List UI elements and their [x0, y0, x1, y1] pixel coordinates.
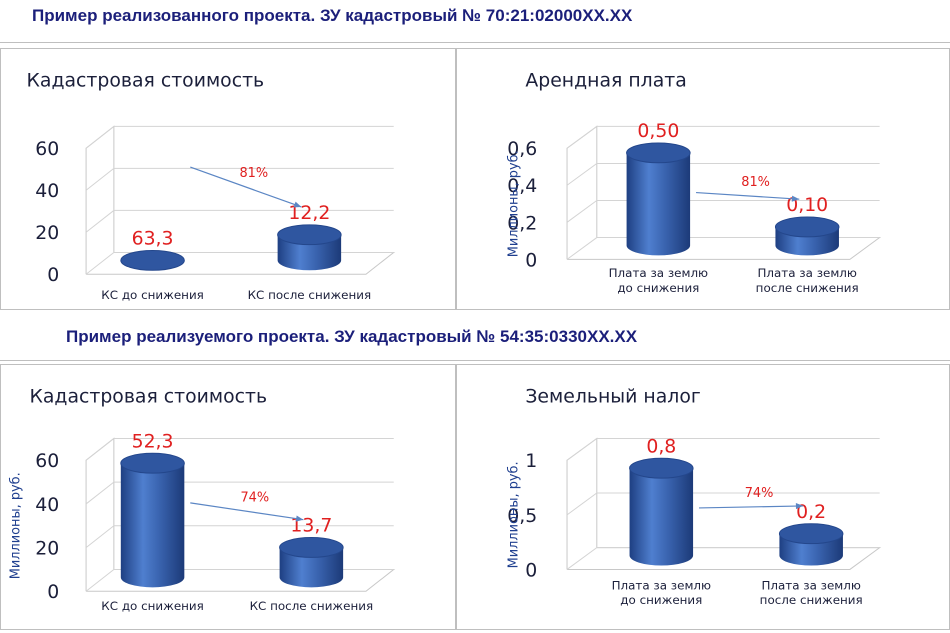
category-label: КС после снижения	[248, 288, 372, 302]
bar	[629, 468, 694, 566]
chart-land-tax: Земельный налог 0 0,5 1 Миллионы, руб. 0,8 0,2…	[506, 387, 882, 607]
y-tick-label: 0,6	[507, 139, 537, 160]
gridline	[566, 162, 880, 186]
bar-top	[277, 224, 342, 246]
chart-title: Кадастровая стоимость	[30, 387, 268, 408]
reduction-percent: 74%	[240, 490, 269, 505]
chart-panel-rent: Арендная плата 0 0,2 0,4 0,6 Миллионы, руб. 0,…	[456, 48, 950, 310]
data-label: 0,2	[796, 502, 826, 523]
bar-top	[778, 523, 844, 545]
y-tick-label: 60	[35, 139, 59, 160]
data-label: 0,8	[646, 436, 676, 457]
bar	[626, 152, 691, 256]
reduction-arrowhead	[295, 515, 304, 522]
data-label: 63,3	[132, 228, 174, 249]
chart-panel-land-tax: Земельный налог 0 0,5 1 Миллионы, руб. 0,8 0,2…	[456, 364, 950, 630]
chart-title: Кадастровая стоимость	[27, 71, 265, 92]
chart-cadastral-1: Кадастровая стоимость 0 20 40 60 63,3 12,2 КС д…	[27, 71, 396, 302]
reduction-arrowhead	[795, 502, 804, 510]
bar-top	[626, 142, 691, 164]
y-tick-label: 20	[35, 539, 59, 560]
heading-ongoing-project: Пример реализуемого проекта. ЗУ кадастро…	[66, 327, 638, 346]
y-tick-label: 0,5	[507, 506, 537, 527]
category-label: Плата за землю после снижения	[756, 266, 859, 295]
chart-side-wall	[85, 125, 115, 275]
category-label: КС после снижения	[250, 599, 374, 613]
chart-panel-cadastral-2: Кадастровая стоимость 0 20 40 60 Миллионы, ру…	[0, 364, 456, 630]
y-axis-label: Миллионы, руб.	[506, 461, 521, 568]
y-tick-label: 20	[35, 223, 59, 244]
bar-top	[774, 216, 840, 238]
bar-top	[629, 457, 694, 479]
chart-title: Арендная плата	[525, 71, 686, 92]
gridline	[566, 200, 880, 223]
gridline	[85, 125, 394, 149]
y-tick-label: 0	[47, 582, 59, 603]
gridline	[566, 492, 880, 516]
y-tick-label: 40	[35, 495, 59, 516]
data-label: 13,7	[290, 516, 332, 537]
category-label: КС до снижения	[101, 599, 204, 613]
chart-side-wall	[566, 125, 598, 260]
chart-panel-cadastral-1: Кадастровая стоимость 0 20 40 60 63,3 12,2 КС д…	[0, 48, 456, 310]
reduction-arrow	[190, 502, 304, 521]
y-tick-label: 0	[47, 265, 59, 286]
bar	[120, 463, 185, 588]
heading-realized-project: Пример реализованного проекта. ЗУ кадаст…	[32, 6, 633, 25]
reduction-arrow	[190, 166, 302, 208]
reduction-percent: 74%	[745, 486, 774, 501]
middle-separator	[0, 360, 950, 361]
category-label: КС до снижения	[101, 288, 204, 302]
gridline	[566, 437, 880, 461]
y-tick-label: 0,2	[507, 213, 537, 234]
reduction-percent: 81%	[741, 175, 770, 190]
reduction-percent: 81%	[239, 166, 268, 181]
y-tick-label: 0,4	[507, 176, 537, 197]
chart-cadastral-2: Кадастровая стоимость 0 20 40 60 Миллионы, ру…	[9, 387, 396, 613]
reduction-arrowhead	[791, 195, 800, 202]
bar-top	[279, 537, 344, 558]
category-label: Плата за землю до снижения	[612, 578, 711, 607]
chart-side-wall	[85, 437, 115, 592]
y-tick-label: 40	[35, 181, 59, 202]
data-label: 12,2	[288, 203, 330, 224]
y-tick-label: 60	[35, 451, 59, 472]
gridline	[85, 167, 394, 191]
y-axis-label: Миллионы, руб.	[9, 472, 24, 579]
category-label: Плата за землю до снижения	[609, 266, 708, 295]
bar-top	[120, 249, 185, 271]
gridline	[85, 437, 394, 461]
gridline	[566, 125, 880, 149]
bar	[279, 547, 344, 588]
gridline	[85, 525, 394, 549]
gridline	[85, 481, 394, 505]
reduction-arrow	[696, 191, 800, 200]
data-label: 0,10	[786, 195, 828, 216]
y-tick-label: 0	[525, 250, 537, 271]
chart-title: Земельный налог	[525, 387, 700, 408]
data-label: 0,50	[637, 121, 679, 142]
category-label: Плата за землю после снижения	[760, 578, 863, 607]
y-tick-label: 0	[525, 560, 537, 581]
y-axis-label: Миллионы, руб.	[506, 150, 521, 257]
reduction-arrowhead	[293, 201, 302, 208]
reduction-arrow	[699, 505, 804, 509]
gridline	[85, 209, 394, 233]
bar-top	[120, 452, 185, 474]
top-separator	[0, 42, 950, 43]
data-label: 52,3	[132, 431, 174, 452]
y-tick-label: 1	[525, 451, 537, 472]
